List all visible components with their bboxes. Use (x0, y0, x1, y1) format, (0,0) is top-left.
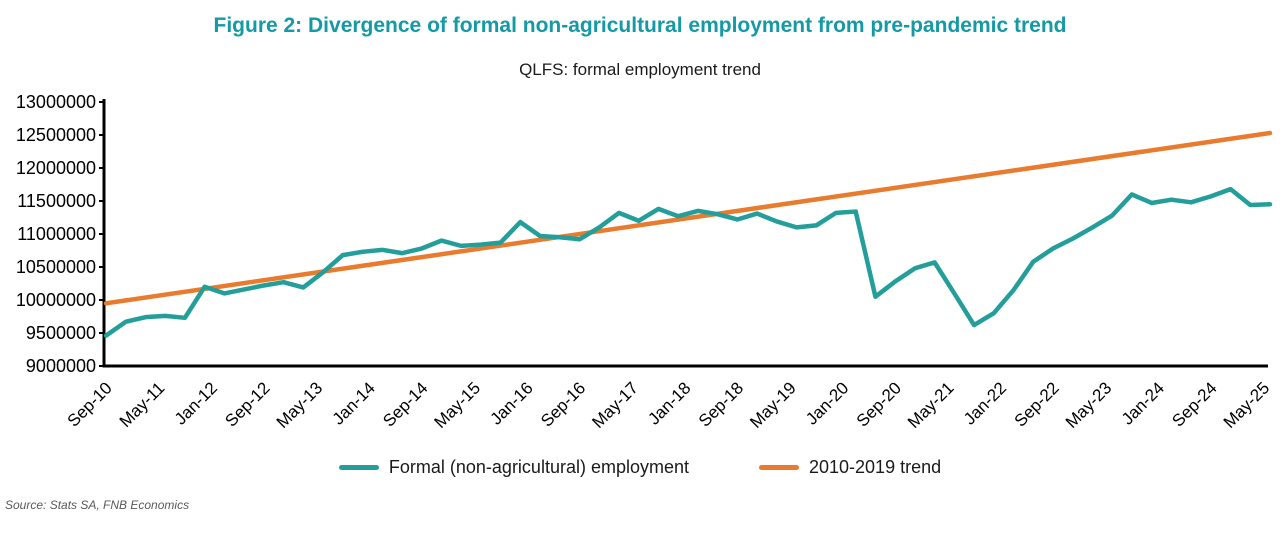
y-axis-tick-label: 12500000 (16, 125, 96, 145)
x-axis-tick-label: Sep-18 (695, 378, 747, 430)
chart-title: QLFS: formal employment trend (519, 60, 761, 79)
y-axis-tick-label: 10500000 (16, 257, 96, 277)
axis-lines (102, 99, 1268, 368)
x-axis-tick-label: May-11 (116, 378, 169, 431)
x-axis-tick-label: Jan-14 (329, 378, 379, 428)
trend-line-series (103, 130, 1273, 306)
y-axis-tick-label: 11500000 (17, 191, 96, 211)
x-axis-tick-label: Jan-18 (644, 378, 694, 428)
x-axis-tick-label: Jan-22 (960, 378, 1010, 428)
x-axis-tick-label: Jan-20 (802, 378, 852, 428)
y-axis-tick-label: 13000000 (16, 92, 96, 112)
employment-line-swatch-icon (338, 465, 379, 470)
x-axis-tick-label: May-15 (431, 378, 485, 432)
x-axis-tick-label: Sep-24 (1168, 378, 1220, 430)
y-axis-tick-label: 9500000 (26, 323, 96, 343)
x-axis-tick-label: May-23 (1062, 378, 1116, 432)
x-axis-tick-label: Jan-16 (487, 378, 537, 428)
x-axis-tick-label: Sep-20 (853, 378, 905, 430)
x-axis-tick-label: May-25 (1220, 378, 1274, 432)
x-axis-tick-label: Jan-12 (171, 378, 221, 428)
figure-title: Figure 2: Divergence of formal non-agric… (213, 14, 1067, 37)
y-axis-tick-label: 10000000 (16, 290, 96, 310)
legend-item-employment: Formal (non-agricultural) employment (338, 457, 689, 478)
x-axis-tick-label: Sep-10 (64, 378, 116, 430)
legend-label-employment: Formal (non-agricultural) employment (388, 457, 689, 477)
x-axis-tick-label: Sep-16 (537, 378, 589, 430)
y-axis-tick-label: 12000000 (16, 158, 96, 178)
x-axis-tick-label: Sep-22 (1011, 378, 1063, 430)
legend-label-trend: 2010-2019 trend (809, 457, 942, 477)
chart-legend: Formal (non-agricultural) employment 201… (0, 457, 1280, 478)
trend-line-swatch-icon (759, 465, 799, 470)
employment-line-series (103, 186, 1273, 338)
x-axis-tick-label: May-13 (273, 378, 327, 432)
x-axis-tick-label: Sep-14 (379, 378, 431, 430)
y-axis-tick-label: 11000000 (17, 224, 96, 244)
y-axis-tick-label: 9000000 (26, 356, 96, 376)
source-note: Source: Stats SA, FNB Economics (5, 498, 190, 512)
x-axis-tick-label: May-21 (904, 378, 958, 432)
x-axis-tick-label: Jan-24 (1118, 378, 1168, 428)
x-axis-tick-label: Sep-12 (221, 378, 273, 430)
x-axis-tick-label: May-19 (746, 378, 800, 432)
legend-item-trend: 2010-2019 trend (759, 457, 941, 478)
x-axis-tick-label: May-17 (588, 378, 642, 432)
